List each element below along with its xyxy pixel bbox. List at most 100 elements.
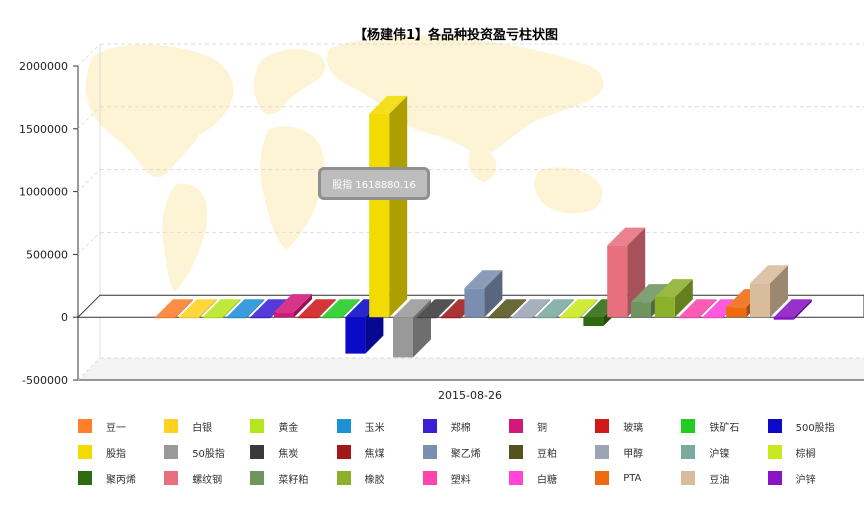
legend-item[interactable]: 50股指: [164, 444, 225, 460]
legend-item[interactable]: 豆油: [681, 470, 729, 486]
legend-item[interactable]: 玉米: [336, 418, 385, 434]
legend-item[interactable]: 聚乙烯: [422, 444, 481, 460]
legend-item[interactable]: 铜: [509, 418, 547, 434]
legend-label: 铁矿石: [709, 422, 740, 434]
chart-title: 【杨建伟1】各品种投资盈亏柱状图: [354, 27, 558, 43]
legend-label: 铜: [537, 422, 547, 434]
bar-top: [535, 299, 574, 318]
bar-top: [512, 299, 550, 318]
legend-item[interactable]: 500股指: [767, 418, 835, 434]
bar-top: [226, 299, 265, 318]
legend-item[interactable]: 塑料: [422, 470, 471, 486]
legend-item[interactable]: 铁矿石: [681, 418, 739, 434]
legend-item[interactable]: PTA: [595, 470, 641, 486]
legend-item[interactable]: 黄金: [250, 418, 298, 434]
world-map-background: [85, 35, 604, 292]
legend-swatch: [78, 471, 92, 485]
legend-label: 焦煤: [364, 448, 385, 460]
legend-label: 50股指: [192, 448, 225, 460]
bar-22: [654, 279, 693, 318]
legend-swatch: [422, 471, 437, 485]
legend-item[interactable]: 螺纹钢: [164, 470, 222, 486]
legend-swatch: [422, 419, 437, 433]
legend-swatch: [595, 445, 610, 459]
bar-front: [226, 317, 247, 319]
bar-front: [464, 288, 485, 318]
legend-item[interactable]: 玻璃: [595, 418, 643, 434]
bar-front: [345, 317, 366, 354]
gridline-diagonal: [77, 232, 101, 255]
bar-18: [559, 299, 598, 319]
gridline-diagonal: [77, 169, 101, 192]
bar-front: [297, 317, 318, 319]
legend-swatch: [681, 419, 696, 433]
legend-item[interactable]: 焦炭: [250, 444, 298, 460]
legend-label: 豆一: [106, 422, 126, 434]
bar-top: [464, 270, 503, 289]
bar-front: [512, 317, 532, 319]
legend-swatch: [681, 445, 696, 459]
legend-label: 沪锌: [795, 474, 816, 486]
bar-front: [559, 317, 580, 319]
legend-item[interactable]: 豆一: [78, 418, 126, 434]
bar-side: [508, 299, 527, 319]
bar-side: [698, 299, 717, 319]
legend-label: 甲醇: [623, 448, 644, 460]
bar-top: [654, 279, 693, 298]
bar-front: [178, 317, 199, 319]
bar-top: [416, 299, 455, 318]
y-tick-label: 1000000: [19, 186, 68, 199]
bar-top: [274, 294, 312, 313]
bar-side: [198, 299, 217, 319]
legend-item[interactable]: 白银: [164, 418, 212, 434]
legend-item[interactable]: 焦煤: [336, 444, 385, 460]
bar-front: [631, 302, 651, 318]
legend-label: 菜籽粕: [278, 474, 309, 486]
legend-label: 玉米: [364, 422, 385, 434]
bar-top: [393, 299, 431, 318]
bar-front: [583, 317, 604, 326]
legend-item[interactable]: 沪锌: [767, 470, 816, 486]
legend-swatch: [767, 445, 782, 459]
bar-side: [175, 299, 193, 319]
bar-top: [155, 299, 193, 318]
bar-top: [488, 299, 527, 318]
legend-item[interactable]: 白糖: [509, 470, 557, 486]
y-tick-label: 2000000: [19, 60, 68, 73]
legend-item[interactable]: 豆粕: [509, 444, 557, 460]
bar-side: [389, 95, 408, 318]
bar-front: [607, 245, 628, 318]
legend-label: 沪镍: [709, 448, 730, 460]
bar-front: [750, 283, 770, 318]
legend-swatch: [78, 445, 92, 459]
tooltip-text: 股指 1618880.16: [332, 180, 416, 191]
legend-swatch: [681, 471, 696, 485]
legend-label: 白银: [192, 422, 213, 434]
bar-front: [440, 317, 461, 319]
legend-item[interactable]: 郑棉: [422, 418, 471, 434]
legend-item[interactable]: 菜籽粕: [250, 470, 308, 486]
legend-item[interactable]: 橡胶: [336, 470, 385, 486]
bar-1: [155, 299, 193, 319]
bar-top: [607, 227, 646, 246]
legend-swatch: [509, 419, 523, 433]
bar-front: [321, 317, 342, 319]
legend-item[interactable]: 聚丙烯: [78, 470, 136, 486]
legend-item[interactable]: 股指: [78, 444, 126, 460]
legend-label: 500股指: [795, 422, 835, 434]
legend-item[interactable]: 棕榈: [767, 444, 816, 460]
bar-front: [369, 113, 390, 318]
legend-swatch: [336, 445, 351, 459]
legend-swatch: [164, 419, 179, 433]
bar-4: [226, 299, 265, 319]
bar-side: [770, 265, 788, 318]
legend-item[interactable]: 沪镍: [681, 444, 729, 460]
bar-top: [178, 299, 217, 318]
y-tick-label: 1500000: [19, 123, 68, 136]
legend-item[interactable]: 甲醇: [595, 444, 643, 460]
bar-2: [178, 299, 217, 319]
legend-label: 聚丙烯: [106, 474, 136, 486]
bar-front: [678, 317, 699, 319]
bar-side: [222, 299, 241, 319]
legend-swatch: [336, 471, 351, 485]
